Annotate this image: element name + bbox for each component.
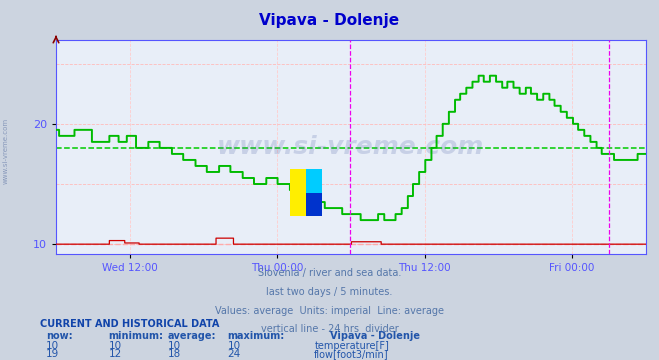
Text: 24: 24 <box>227 349 241 359</box>
Polygon shape <box>306 193 322 216</box>
Text: 12: 12 <box>109 349 122 359</box>
Text: maximum:: maximum: <box>227 331 285 341</box>
Text: 10: 10 <box>227 341 241 351</box>
Text: www.si-vreme.com: www.si-vreme.com <box>2 118 9 184</box>
Text: now:: now: <box>46 331 72 341</box>
Text: Slovenia / river and sea data.: Slovenia / river and sea data. <box>258 268 401 278</box>
Text: temperature[F]: temperature[F] <box>314 341 389 351</box>
Polygon shape <box>306 169 322 193</box>
Text: 18: 18 <box>168 349 181 359</box>
Text: 10: 10 <box>46 341 59 351</box>
Text: average:: average: <box>168 331 217 341</box>
Text: vertical line - 24 hrs  divider: vertical line - 24 hrs divider <box>260 324 399 334</box>
Text: 19: 19 <box>46 349 59 359</box>
Text: Values: average  Units: imperial  Line: average: Values: average Units: imperial Line: av… <box>215 306 444 316</box>
Text: last two days / 5 minutes.: last two days / 5 minutes. <box>266 287 393 297</box>
Text: minimum:: minimum: <box>109 331 163 341</box>
Text: Vipava - Dolenje: Vipava - Dolenje <box>260 13 399 28</box>
Text: flow[foot3/min]: flow[foot3/min] <box>314 349 389 359</box>
Text: CURRENT AND HISTORICAL DATA: CURRENT AND HISTORICAL DATA <box>40 319 219 329</box>
Polygon shape <box>290 169 322 216</box>
Text: 10: 10 <box>109 341 122 351</box>
Text: www.si-vreme.com: www.si-vreme.com <box>217 135 484 159</box>
Text: 10: 10 <box>168 341 181 351</box>
Text: Vipava - Dolenje: Vipava - Dolenje <box>330 331 420 341</box>
